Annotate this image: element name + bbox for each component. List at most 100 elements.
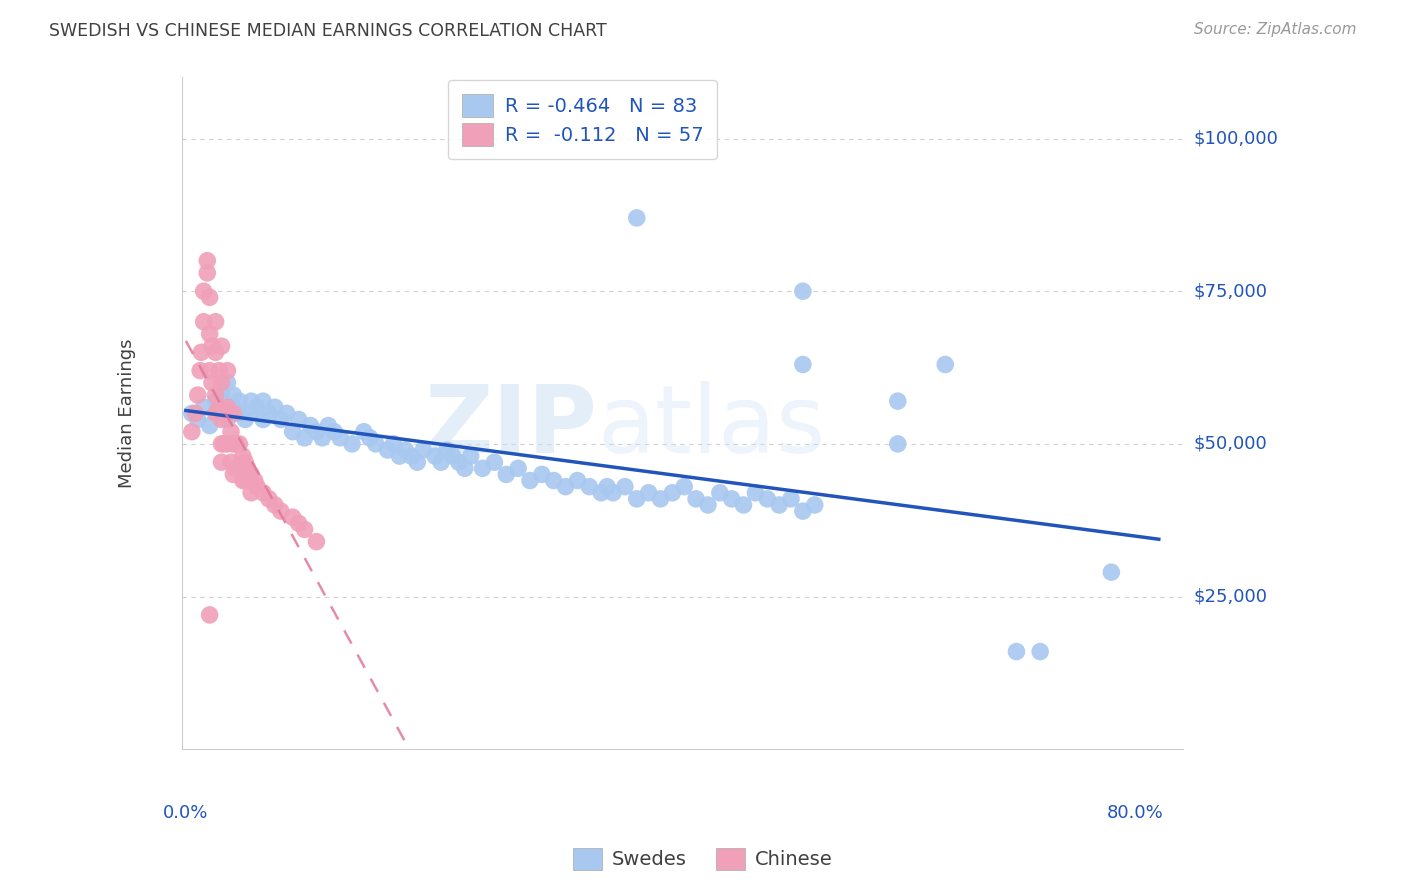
Point <box>193 315 215 329</box>
Point <box>305 425 328 439</box>
Point <box>353 425 375 439</box>
Point <box>792 504 814 518</box>
Point <box>673 480 696 494</box>
Point <box>613 480 636 494</box>
Point <box>270 504 292 518</box>
Point <box>201 339 224 353</box>
Point <box>484 455 506 469</box>
Point <box>602 485 624 500</box>
Text: $50,000: $50,000 <box>1194 435 1267 453</box>
Point <box>236 461 259 475</box>
Point <box>184 406 207 420</box>
Point <box>211 406 233 420</box>
Point <box>232 474 254 488</box>
Point <box>270 412 292 426</box>
Point <box>1005 644 1028 658</box>
Text: atlas: atlas <box>598 381 825 473</box>
Text: $25,000: $25,000 <box>1194 588 1268 606</box>
Point <box>495 467 517 482</box>
Text: Median Earnings: Median Earnings <box>118 339 136 488</box>
Point <box>281 510 304 524</box>
Point <box>257 491 280 506</box>
Point <box>388 449 411 463</box>
Point <box>287 412 309 426</box>
Point <box>211 412 233 426</box>
Point <box>252 485 274 500</box>
Point <box>554 480 576 494</box>
Text: 0.0%: 0.0% <box>163 805 208 822</box>
Point <box>578 480 600 494</box>
Point <box>626 491 648 506</box>
Point <box>246 480 269 494</box>
Point <box>217 376 239 390</box>
Point <box>780 491 803 506</box>
Point <box>264 401 287 415</box>
Point <box>233 474 256 488</box>
Point <box>252 394 274 409</box>
Point <box>364 437 387 451</box>
Point <box>225 437 247 451</box>
Point <box>201 376 224 390</box>
Point <box>219 455 242 469</box>
Point <box>1099 565 1122 579</box>
Point <box>508 461 530 475</box>
Point <box>228 406 250 420</box>
Point <box>305 534 328 549</box>
Point <box>591 485 613 500</box>
Point <box>193 401 215 415</box>
Point <box>222 437 245 451</box>
Point <box>180 425 202 439</box>
Point <box>240 467 263 482</box>
Point <box>685 491 707 506</box>
Point <box>222 388 245 402</box>
Point <box>733 498 755 512</box>
Point <box>567 474 589 488</box>
Point <box>195 266 218 280</box>
Point <box>240 394 263 409</box>
Point <box>190 345 212 359</box>
Point <box>543 474 565 488</box>
Point <box>232 449 254 463</box>
Point <box>195 253 218 268</box>
Point <box>768 498 790 512</box>
Point <box>246 401 269 415</box>
Point <box>219 425 242 439</box>
Point <box>401 449 423 463</box>
Text: SWEDISH VS CHINESE MEDIAN EARNINGS CORRELATION CHART: SWEDISH VS CHINESE MEDIAN EARNINGS CORRE… <box>49 22 607 40</box>
Point <box>198 326 221 341</box>
Point <box>406 455 429 469</box>
Text: $75,000: $75,000 <box>1194 282 1268 301</box>
Point <box>225 461 247 475</box>
Point <box>720 491 742 506</box>
Text: ZIP: ZIP <box>425 381 598 473</box>
Point <box>287 516 309 531</box>
Point <box>294 523 316 537</box>
Point <box>596 480 619 494</box>
Point <box>243 474 266 488</box>
Legend: Swedes, Chinese: Swedes, Chinese <box>565 839 841 878</box>
Point <box>276 406 298 420</box>
Point <box>792 358 814 372</box>
Point <box>222 467 245 482</box>
Point <box>222 406 245 420</box>
Point <box>228 437 250 451</box>
Point <box>198 363 221 377</box>
Point <box>211 339 233 353</box>
Point <box>447 455 470 469</box>
Point <box>240 485 263 500</box>
Point <box>257 406 280 420</box>
Point <box>211 388 233 402</box>
Point <box>204 388 226 402</box>
Point <box>212 406 235 420</box>
Point <box>208 401 231 415</box>
Point <box>323 425 346 439</box>
Point <box>211 437 233 451</box>
Point <box>233 412 256 426</box>
Text: $100,000: $100,000 <box>1194 129 1278 147</box>
Point <box>211 376 233 390</box>
Point <box>934 358 956 372</box>
Point <box>281 425 304 439</box>
Point <box>454 461 477 475</box>
Point <box>217 412 239 426</box>
Point <box>252 412 274 426</box>
